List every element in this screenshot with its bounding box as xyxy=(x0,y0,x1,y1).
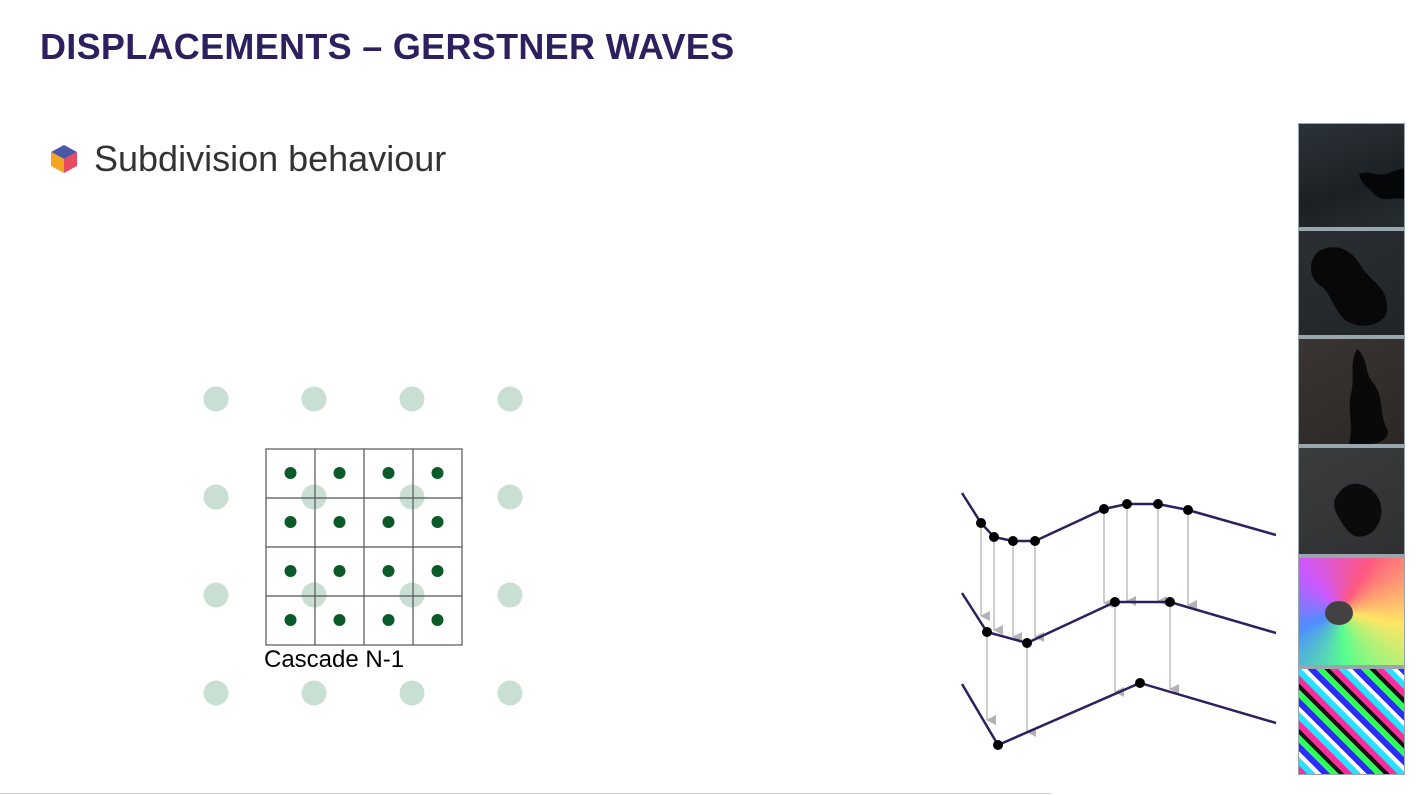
fine-vertex xyxy=(333,516,346,528)
fine-vertex xyxy=(382,565,395,577)
wave-vertex xyxy=(1008,536,1018,546)
coarse-vertex xyxy=(203,582,229,608)
wave-vertex xyxy=(993,740,1003,750)
cascade-thumbnail-strip xyxy=(1298,123,1405,775)
wave-profile-line xyxy=(960,492,1277,543)
fine-vertex xyxy=(431,565,444,577)
wave-vertex xyxy=(982,627,992,637)
cascade-thumbnail xyxy=(1299,558,1404,665)
fine-vertex xyxy=(431,516,444,528)
divider xyxy=(0,793,1051,794)
coarse-vertex xyxy=(497,484,523,510)
wave-vertex xyxy=(1183,505,1193,515)
cascade-thumbnail xyxy=(1299,124,1404,227)
fine-vertex xyxy=(431,614,444,626)
fine-vertex xyxy=(382,614,395,626)
wave-vertex xyxy=(1022,638,1032,648)
wave-profile-line xyxy=(960,592,1277,645)
cascade-label: Cascade N-1 xyxy=(264,646,405,673)
coarse-vertex xyxy=(203,484,229,510)
cascade-thumbnail xyxy=(1299,339,1404,444)
cascade-thumbnail xyxy=(1299,448,1404,554)
wave-vertex xyxy=(1153,499,1163,509)
coarse-vertex xyxy=(203,386,229,412)
fine-vertex xyxy=(284,516,297,528)
wave-vertex xyxy=(1099,504,1109,514)
cascade-thumbnail xyxy=(1299,231,1404,335)
wave-profile-line xyxy=(960,681,1277,747)
hexagon-cube-icon xyxy=(51,145,77,173)
cascade-thumbnail xyxy=(1299,669,1404,774)
fine-vertex xyxy=(333,614,346,626)
wave-vertex xyxy=(1122,499,1132,509)
coarse-vertex xyxy=(497,680,523,706)
coarse-vertex xyxy=(203,680,229,706)
coarse-vertex xyxy=(399,484,425,510)
wave-vertex xyxy=(1030,536,1040,546)
bullet-item: Subdivision behaviour xyxy=(48,138,446,180)
coarse-vertex xyxy=(301,484,327,510)
fine-vertex xyxy=(382,516,395,528)
wave-vertex xyxy=(989,532,999,542)
coarse-vertex xyxy=(497,582,523,608)
coarse-vertex xyxy=(399,386,425,412)
fine-vertex xyxy=(382,467,395,479)
wave-vertex xyxy=(1165,597,1175,607)
coarse-vertex xyxy=(399,582,425,608)
fine-vertex xyxy=(284,565,297,577)
slide-title: DISPLACEMENTS – GERSTNER WAVES xyxy=(40,26,735,67)
wave-vertex xyxy=(976,518,986,528)
fine-vertex xyxy=(431,467,444,479)
fine-vertex xyxy=(284,614,297,626)
coarse-vertex xyxy=(399,680,425,706)
coarse-vertex xyxy=(497,386,523,412)
bullet-text: Subdivision behaviour xyxy=(94,138,447,179)
coarse-vertex xyxy=(301,680,327,706)
wave-vertex xyxy=(1135,678,1145,688)
wave-vertex xyxy=(1110,597,1120,607)
coarse-vertex xyxy=(301,582,327,608)
coarse-vertex xyxy=(301,386,327,412)
fine-vertex xyxy=(333,565,346,577)
fine-vertex xyxy=(284,467,297,479)
fine-vertex xyxy=(333,467,346,479)
